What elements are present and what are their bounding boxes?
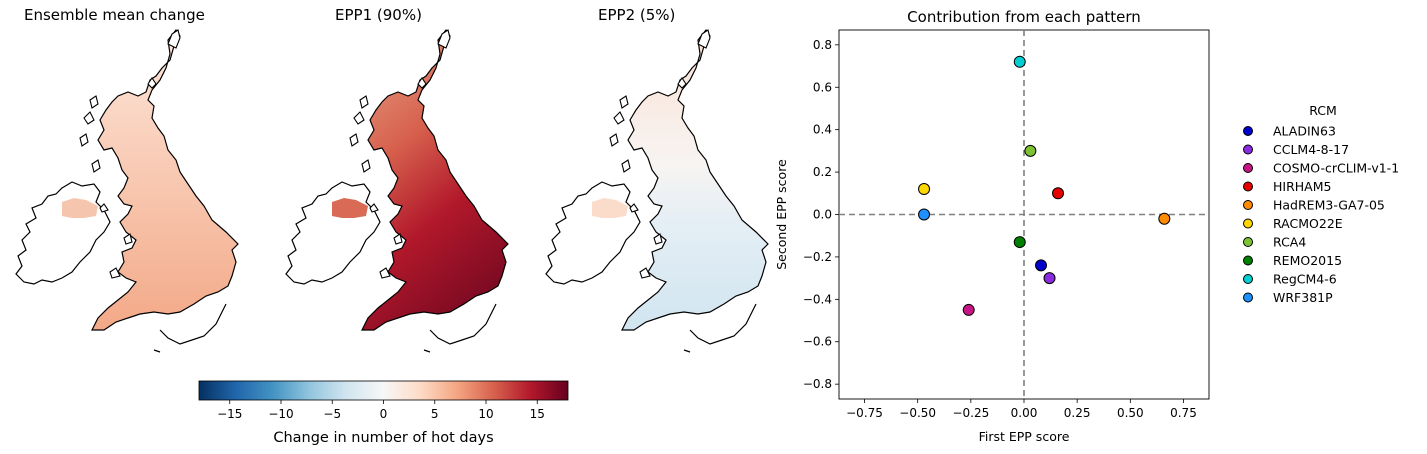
x-axis-label: First EPP score — [979, 429, 1070, 444]
point-regcm4-6 — [1013, 55, 1026, 68]
legend-marker — [1243, 292, 1253, 303]
colorbar-ticks: −15 −10 −5 0 5 10 15 — [217, 400, 545, 421]
x-tick-label: −0.75 — [846, 406, 883, 420]
x-tick-label: 0.75 — [1170, 406, 1197, 420]
colorbar-tick-label: −10 — [268, 407, 293, 421]
point-aladin63 — [1035, 259, 1048, 272]
legend-label: COSMO-crCLIM-v1-1 — [1273, 161, 1399, 176]
colorbar-tick-label: −5 — [323, 407, 341, 421]
y-tick-label: 0.0 — [813, 208, 832, 222]
y-ticks: −0.8 −0.6 −0.4 −0.2 0.0 0.2 0.4 0.6 0.8 — [803, 38, 839, 391]
colorbar-tick-label: 0 — [380, 407, 388, 421]
point-hadrem3-ga7-05 — [1158, 212, 1171, 225]
legend-marker — [1243, 274, 1253, 284]
point-wrf381p — [918, 208, 931, 221]
colorbar-tick-label: 5 — [431, 407, 439, 421]
y-tick-label: −0.8 — [803, 377, 832, 391]
legend-marker — [1243, 126, 1253, 136]
map-ensemble-mean — [15, 29, 239, 353]
point-remo2015 — [1013, 236, 1026, 249]
legend-marker — [1243, 200, 1253, 210]
legend-label: RegCM4-6 — [1273, 272, 1337, 287]
y-axis-label: Second EPP score — [774, 159, 789, 270]
legend-marker — [1243, 237, 1253, 247]
x-tick-label: −0.25 — [952, 406, 989, 420]
point-cclm4-8-17 — [1043, 272, 1056, 285]
legend-marker — [1243, 163, 1253, 173]
legend-label: RCA4 — [1273, 235, 1306, 250]
point-racmo22e — [918, 183, 931, 196]
legend-label: REMO2015 — [1273, 253, 1342, 268]
map-title-mean: Ensemble mean change — [24, 6, 205, 24]
x-tick-label: 0.25 — [1064, 406, 1091, 420]
colorbar-label: Change in number of hot days — [273, 430, 493, 446]
legend-items: ALADIN63 CCLM4-8-17 COSMO-crCLIM-v1-1 HIRHA… — [1243, 124, 1399, 305]
colorbar-tick-label: −15 — [217, 407, 242, 421]
y-tick-label: 0.8 — [813, 38, 832, 52]
colorbar-tick-label: 15 — [530, 407, 545, 421]
legend-label: ALADIN63 — [1273, 124, 1336, 139]
legend-label: WRF381P — [1273, 290, 1333, 305]
point-cosmo-crclim-v1-1 — [962, 303, 975, 316]
colorbar: −15 −10 −5 0 5 10 15 Change in number of hot d… — [198, 380, 569, 446]
legend-label: CCLM4-8-17 — [1273, 142, 1349, 157]
legend-marker — [1243, 144, 1253, 155]
x-tick-label: 0.00 — [1011, 406, 1038, 420]
legend-label: HIRHAM5 — [1273, 179, 1331, 194]
legend-marker — [1243, 255, 1253, 266]
map-epp1 — [285, 29, 509, 353]
colorbar-gradient — [198, 380, 569, 401]
y-tick-label: 0.6 — [813, 80, 832, 94]
legend-label: HadREM3-GA7-05 — [1273, 198, 1385, 213]
legend-title: RCM — [1309, 103, 1337, 118]
y-tick-label: 0.2 — [813, 165, 832, 179]
x-ticks: −0.75 −0.50 −0.25 0.00 0.25 0.50 0.75 — [846, 399, 1197, 420]
scatter-plot: Contribution from each pattern −0.75 −0.5… — [774, 8, 1210, 444]
map-title-epp1: EPP1 (90%) — [335, 6, 422, 24]
y-tick-label: −0.4 — [803, 292, 832, 306]
legend: RCM ALADIN63 CCLM4-8-17 COSMO-crCLIM-v1-1 H… — [1243, 103, 1399, 305]
point-rca4 — [1024, 144, 1037, 157]
map-title-epp2: EPP2 (5%) — [598, 6, 676, 24]
y-tick-label: −0.2 — [803, 250, 832, 264]
y-tick-label: −0.6 — [803, 335, 832, 349]
legend-marker — [1243, 218, 1253, 229]
colorbar-tick-label: 10 — [478, 407, 493, 421]
x-tick-label: −0.50 — [899, 406, 936, 420]
point-hirham5 — [1052, 187, 1065, 200]
x-tick-label: 0.50 — [1117, 406, 1144, 420]
legend-marker — [1243, 181, 1253, 192]
y-tick-label: 0.4 — [813, 123, 832, 137]
legend-label: RACMO22E — [1273, 216, 1343, 231]
scatter-title: Contribution from each pattern — [907, 8, 1141, 26]
map-epp2 — [545, 29, 769, 353]
scatter-points — [918, 55, 1171, 316]
